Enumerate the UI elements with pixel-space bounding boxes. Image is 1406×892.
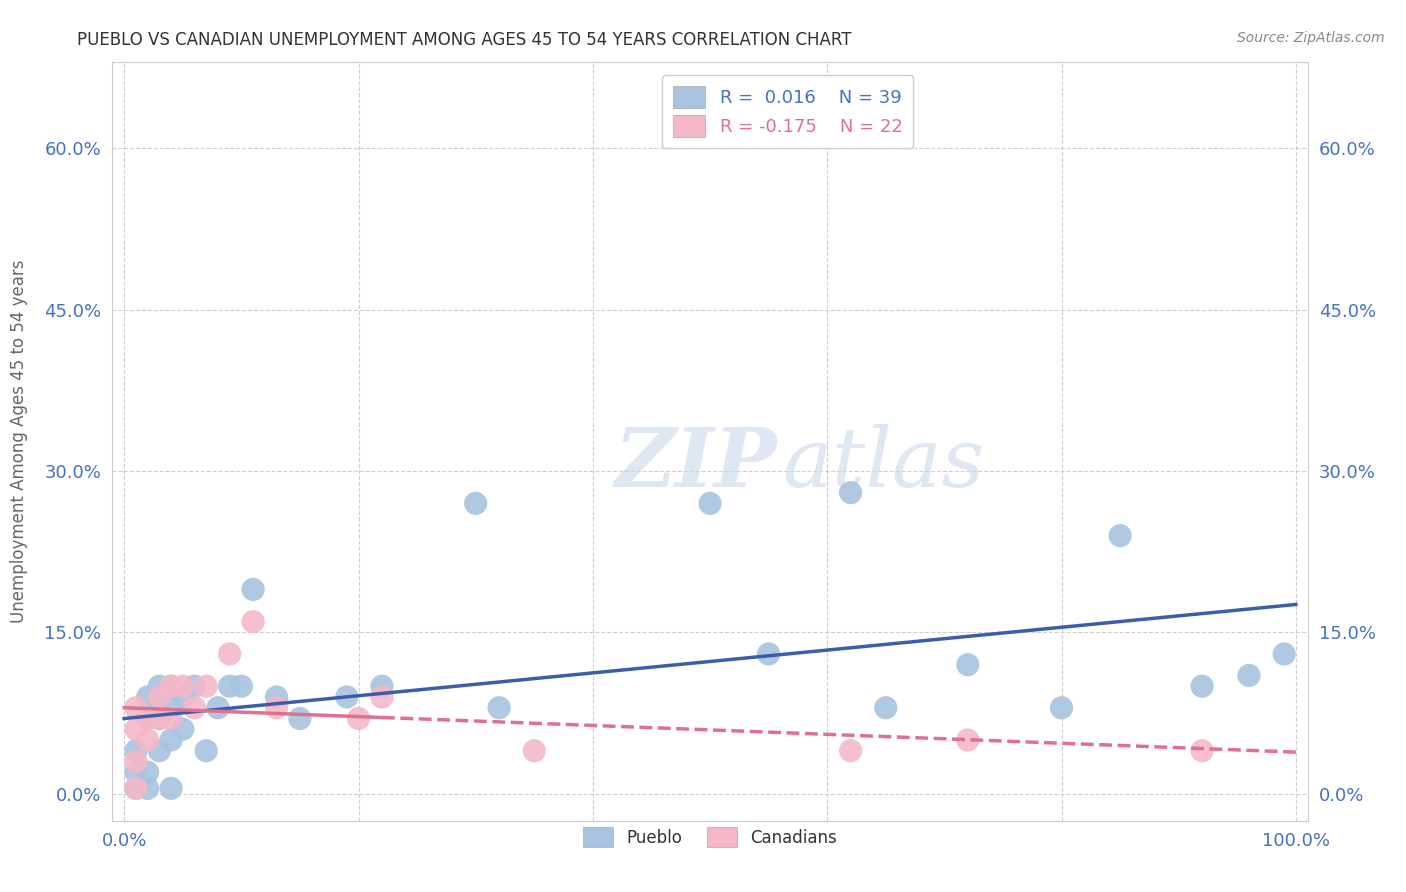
Point xyxy=(371,679,394,693)
Point xyxy=(148,679,170,693)
Point xyxy=(172,679,194,693)
Text: atlas: atlas xyxy=(782,425,984,504)
Point xyxy=(160,700,183,714)
Point xyxy=(699,496,721,510)
Point xyxy=(758,647,780,661)
Point xyxy=(148,744,170,758)
Point xyxy=(160,733,183,747)
Point xyxy=(488,700,510,714)
Point xyxy=(148,711,170,725)
Text: ZIP: ZIP xyxy=(614,425,778,504)
Text: PUEBLO VS CANADIAN UNEMPLOYMENT AMONG AGES 45 TO 54 YEARS CORRELATION CHART: PUEBLO VS CANADIAN UNEMPLOYMENT AMONG AG… xyxy=(77,31,852,49)
Point xyxy=(160,781,183,796)
Point xyxy=(125,781,148,796)
Point xyxy=(371,690,394,704)
Point xyxy=(136,765,159,780)
Point xyxy=(242,582,264,597)
Point xyxy=(125,744,148,758)
Point xyxy=(148,711,170,725)
Point xyxy=(839,744,862,758)
Point xyxy=(1237,668,1260,682)
Point xyxy=(160,679,183,693)
Legend: Pueblo, Canadians: Pueblo, Canadians xyxy=(576,821,844,854)
Point xyxy=(172,723,194,737)
Point xyxy=(1050,700,1073,714)
Point xyxy=(195,744,218,758)
Point xyxy=(160,679,183,693)
Point xyxy=(266,700,288,714)
Point xyxy=(125,723,148,737)
Point xyxy=(875,700,897,714)
Point xyxy=(956,657,979,672)
Point xyxy=(1191,744,1213,758)
Point xyxy=(136,733,159,747)
Point xyxy=(136,781,159,796)
Point xyxy=(195,679,218,693)
Point xyxy=(464,496,486,510)
Point xyxy=(125,765,148,780)
Point xyxy=(218,679,240,693)
Point xyxy=(183,700,205,714)
Point xyxy=(125,755,148,769)
Point xyxy=(125,781,148,796)
Point xyxy=(231,679,253,693)
Point xyxy=(336,690,359,704)
Point xyxy=(242,615,264,629)
Point xyxy=(523,744,546,758)
Point xyxy=(288,711,311,725)
Point xyxy=(148,700,170,714)
Text: Source: ZipAtlas.com: Source: ZipAtlas.com xyxy=(1237,31,1385,45)
Point xyxy=(347,711,370,725)
Y-axis label: Unemployment Among Ages 45 to 54 years: Unemployment Among Ages 45 to 54 years xyxy=(10,260,28,624)
Point xyxy=(136,711,159,725)
Point xyxy=(207,700,229,714)
Point xyxy=(1191,679,1213,693)
Point xyxy=(956,733,979,747)
Point xyxy=(839,485,862,500)
Point xyxy=(160,711,183,725)
Point xyxy=(183,679,205,693)
Point xyxy=(136,711,159,725)
Point xyxy=(125,700,148,714)
Point xyxy=(266,690,288,704)
Point xyxy=(218,647,240,661)
Point xyxy=(136,690,159,704)
Point xyxy=(1272,647,1295,661)
Point xyxy=(172,690,194,704)
Point xyxy=(1109,528,1132,542)
Point xyxy=(148,690,170,704)
